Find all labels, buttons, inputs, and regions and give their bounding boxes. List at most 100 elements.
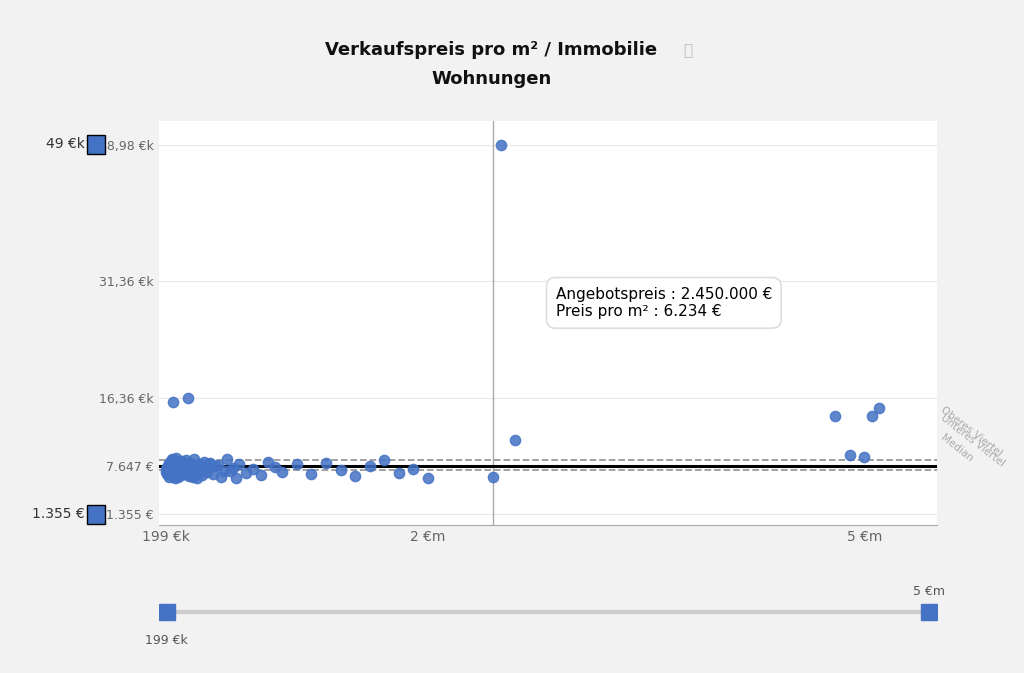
Point bbox=[169, 471, 185, 482]
Point bbox=[333, 464, 349, 475]
Point bbox=[187, 463, 204, 474]
Point bbox=[160, 465, 176, 476]
Point bbox=[165, 470, 181, 481]
Point bbox=[213, 471, 229, 482]
Point bbox=[170, 464, 186, 475]
Point bbox=[161, 471, 177, 482]
Point bbox=[199, 467, 215, 478]
Text: 1.355 €: 1.355 € bbox=[33, 507, 85, 522]
Point bbox=[188, 472, 205, 483]
Point bbox=[856, 451, 872, 462]
Point bbox=[200, 458, 216, 469]
Point bbox=[205, 469, 221, 480]
Point bbox=[171, 461, 187, 472]
Point bbox=[376, 454, 392, 465]
Point bbox=[390, 468, 407, 479]
Point bbox=[870, 403, 887, 414]
Point bbox=[163, 456, 179, 466]
Point bbox=[160, 469, 176, 480]
Point bbox=[164, 468, 180, 479]
Text: Angebotspreis : 2.450.000 €
Preis pro m² : 6.234 €: Angebotspreis : 2.450.000 € Preis pro m²… bbox=[556, 287, 772, 319]
Point bbox=[176, 463, 193, 474]
Point bbox=[842, 450, 858, 460]
Point bbox=[163, 460, 179, 471]
Point bbox=[219, 454, 236, 464]
Point bbox=[420, 473, 436, 484]
Point bbox=[191, 468, 208, 479]
Point bbox=[230, 459, 247, 470]
Point bbox=[827, 411, 844, 421]
Point bbox=[185, 465, 202, 476]
Point bbox=[189, 459, 206, 470]
Point bbox=[361, 460, 378, 471]
Point bbox=[196, 457, 212, 468]
Text: Wohnungen: Wohnungen bbox=[431, 71, 552, 88]
Point bbox=[164, 454, 180, 464]
Point bbox=[166, 462, 182, 473]
Point bbox=[172, 470, 188, 481]
Point bbox=[179, 464, 196, 475]
Point bbox=[274, 467, 291, 478]
Point bbox=[180, 470, 197, 481]
Point bbox=[507, 434, 523, 445]
Point bbox=[177, 469, 194, 480]
Point bbox=[184, 471, 201, 482]
Point bbox=[169, 459, 185, 470]
Point bbox=[184, 460, 201, 470]
Point bbox=[158, 467, 174, 478]
Point bbox=[174, 468, 190, 479]
Point bbox=[238, 468, 254, 479]
Point bbox=[179, 392, 196, 403]
Point bbox=[161, 458, 177, 468]
Point bbox=[162, 464, 178, 475]
Point bbox=[406, 464, 422, 474]
Point bbox=[182, 458, 199, 468]
Point bbox=[165, 397, 181, 408]
Point bbox=[195, 470, 211, 481]
Point bbox=[173, 456, 189, 466]
Point bbox=[222, 466, 239, 476]
Point bbox=[158, 464, 174, 474]
Point bbox=[165, 457, 181, 468]
Point bbox=[252, 470, 268, 481]
Point bbox=[260, 457, 276, 468]
Point bbox=[170, 458, 186, 468]
Point bbox=[347, 470, 364, 481]
Point bbox=[162, 463, 178, 474]
Point bbox=[224, 463, 241, 474]
Point bbox=[317, 458, 334, 468]
Point bbox=[175, 457, 191, 468]
Point bbox=[197, 461, 213, 472]
Point bbox=[267, 461, 284, 472]
Point bbox=[179, 467, 196, 478]
Point bbox=[182, 468, 199, 479]
Point bbox=[186, 454, 203, 464]
Point bbox=[187, 466, 204, 476]
Text: Median: Median bbox=[939, 433, 975, 464]
Text: Oberes Viertel: Oberes Viertel bbox=[939, 405, 1004, 459]
Point bbox=[166, 455, 182, 466]
Text: Unteres Viertel: Unteres Viertel bbox=[939, 413, 1007, 468]
Point bbox=[207, 460, 223, 471]
Point bbox=[167, 467, 183, 478]
Text: 49 €k: 49 €k bbox=[46, 137, 85, 151]
Point bbox=[162, 466, 178, 476]
Text: 5 €m: 5 €m bbox=[913, 585, 945, 598]
Point bbox=[172, 464, 188, 474]
Point bbox=[303, 469, 319, 480]
Point bbox=[168, 453, 184, 464]
Point bbox=[177, 460, 194, 471]
Point bbox=[164, 470, 180, 481]
Point bbox=[210, 460, 226, 470]
Point bbox=[202, 458, 218, 468]
Point bbox=[159, 461, 175, 472]
Point bbox=[863, 411, 880, 421]
Point bbox=[167, 460, 183, 470]
Point bbox=[174, 465, 190, 476]
Point bbox=[216, 465, 232, 476]
Text: 199 €k: 199 €k bbox=[145, 634, 187, 647]
Point bbox=[289, 458, 305, 469]
Text: ⓘ: ⓘ bbox=[684, 43, 692, 58]
Point bbox=[169, 463, 185, 474]
Point bbox=[172, 459, 188, 470]
